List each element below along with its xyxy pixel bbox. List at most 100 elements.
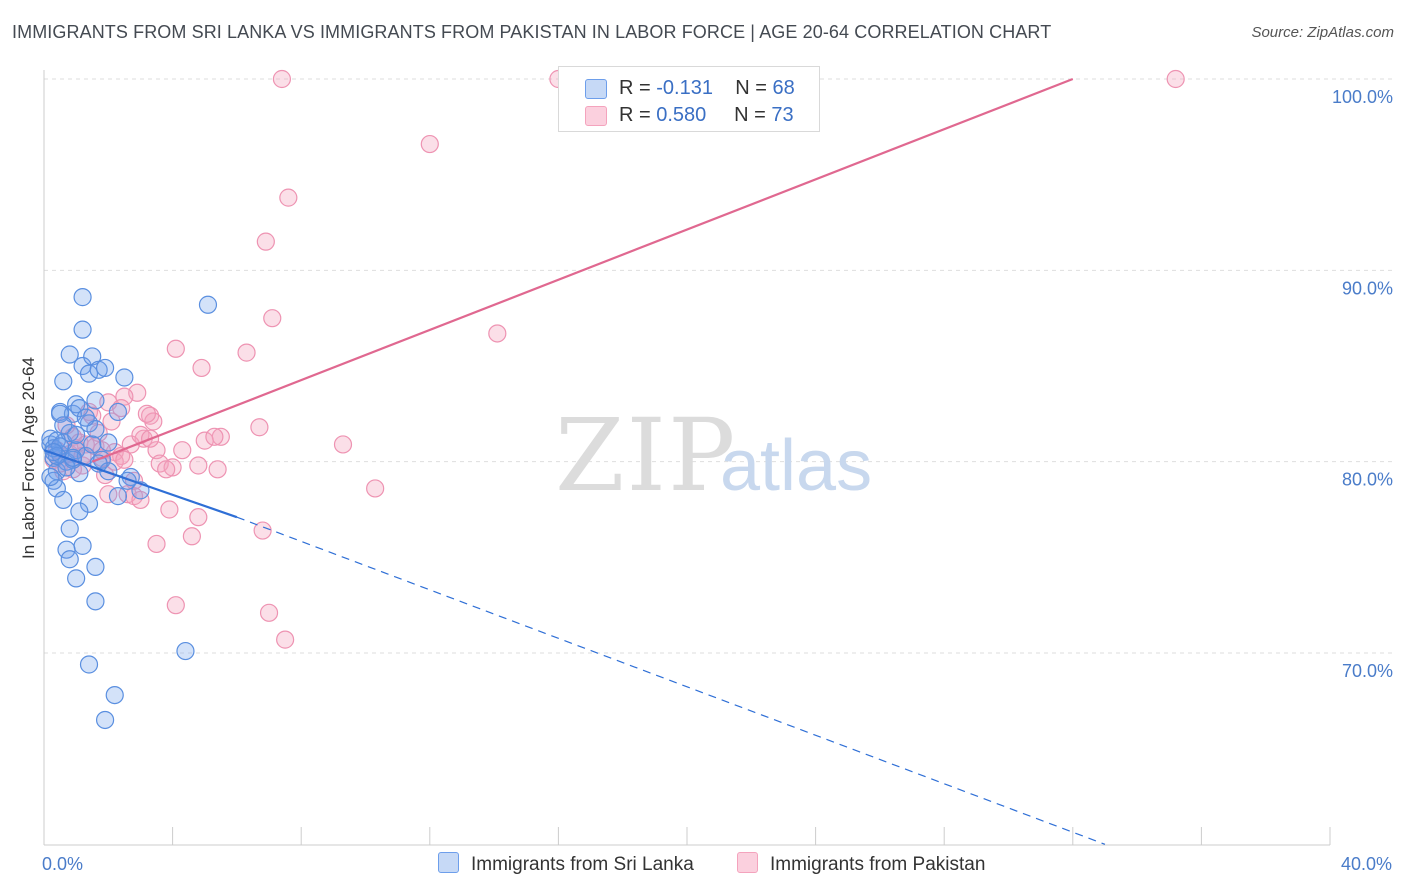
bottom-legend-swatch-sri-lanka xyxy=(438,852,459,873)
data-point-sri-lanka xyxy=(86,592,105,611)
data-point-pakistan xyxy=(208,460,227,479)
data-point-sri-lanka xyxy=(70,502,89,521)
data-point-sri-lanka xyxy=(79,655,99,674)
data-point-pakistan xyxy=(147,534,166,554)
axes xyxy=(43,70,1331,846)
data-point-pakistan xyxy=(160,500,179,519)
source-label: Source: ZipAtlas.com xyxy=(1251,24,1394,41)
data-point-pakistan xyxy=(166,596,185,615)
legend-stats-sri-lanka: R = -0.131 N = 68 xyxy=(619,77,795,100)
data-point-sri-lanka xyxy=(47,479,66,498)
trend-lines xyxy=(43,77,1106,845)
legend-n-label: N = xyxy=(735,77,767,99)
bottom-legend-pakistan: Immigrants from Pakistan xyxy=(737,852,985,876)
data-point-sri-lanka xyxy=(54,372,73,391)
data-point-sri-lanka xyxy=(60,519,79,538)
legend-r-label: R = xyxy=(619,77,651,99)
data-point-pakistan xyxy=(115,387,134,406)
data-point-pakistan xyxy=(157,460,176,479)
data-point-sri-lanka xyxy=(99,433,118,452)
x-tick-label-max: 40.0% xyxy=(1341,854,1392,874)
data-point-sri-lanka xyxy=(67,569,86,588)
data-point-pakistan xyxy=(195,431,214,450)
legend-stats-pakistan: R = 0.580 N = 73 xyxy=(619,104,794,127)
correlation-legend: R = -0.131 N = 68 R = 0.580 N = 73 xyxy=(558,66,820,132)
data-point-sri-lanka xyxy=(105,685,124,705)
data-point-sri-lanka xyxy=(89,360,108,379)
legend-n-value: 73 xyxy=(771,104,794,126)
series-sri-lanka xyxy=(41,288,218,730)
data-point-pakistan xyxy=(182,527,201,546)
data-point-pakistan xyxy=(259,603,279,622)
data-point-pakistan xyxy=(163,458,182,477)
data-point-pakistan xyxy=(237,343,256,362)
legend-n-label: N = xyxy=(734,104,766,126)
data-point-sri-lanka xyxy=(95,710,115,730)
data-point-pakistan xyxy=(333,435,353,454)
data-point-sri-lanka xyxy=(79,494,99,513)
data-point-sri-lanka xyxy=(83,435,102,454)
data-point-pakistan xyxy=(140,406,160,425)
legend-r-value: -0.131 xyxy=(656,77,713,99)
data-point-sri-lanka xyxy=(99,462,118,481)
legend-swatch-sri-lanka xyxy=(585,79,607,99)
data-point-sri-lanka xyxy=(47,431,66,450)
legend-n-value: 68 xyxy=(772,77,795,99)
data-point-sri-lanka xyxy=(86,557,105,577)
data-point-sri-lanka xyxy=(73,536,92,555)
data-point-pakistan xyxy=(205,427,224,446)
data-point-pakistan xyxy=(115,450,134,469)
data-point-sri-lanka xyxy=(54,490,73,510)
data-point-pakistan xyxy=(279,188,298,207)
y-tick-label: 80.0% xyxy=(1342,470,1393,490)
bottom-legend-label-sri-lanka: Immigrants from Sri Lanka xyxy=(471,854,694,875)
data-point-sri-lanka xyxy=(86,391,105,410)
series-pakistan xyxy=(44,69,1185,649)
data-point-sri-lanka xyxy=(108,487,128,506)
watermark: ZIP atlas xyxy=(555,397,872,514)
data-point-pakistan xyxy=(253,521,272,540)
y-axis-label: In Labor Force | Age 20-64 xyxy=(19,357,38,559)
data-point-pakistan xyxy=(420,134,439,154)
data-point-sri-lanka xyxy=(60,345,79,364)
trend-line-pakistan xyxy=(91,77,1074,463)
data-point-sri-lanka xyxy=(198,295,218,314)
legend-swatch-pakistan xyxy=(585,106,607,126)
data-point-sri-lanka xyxy=(41,467,60,487)
trend-line-sri-lanka xyxy=(43,449,238,519)
legend-r-value: 0.580 xyxy=(656,104,707,126)
data-point-pakistan xyxy=(102,412,121,431)
watermark-atlas: atlas xyxy=(720,426,872,506)
data-point-pakistan xyxy=(189,456,208,475)
data-point-sri-lanka xyxy=(118,471,137,490)
data-point-sri-lanka xyxy=(79,364,99,383)
watermark-zip: ZIP xyxy=(555,397,737,514)
data-point-pakistan xyxy=(131,490,150,510)
trend-line-sri-lanka-extension xyxy=(236,516,1106,845)
data-point-sri-lanka xyxy=(54,416,73,435)
data-point-pakistan xyxy=(366,479,385,498)
y-tick-labels: 70.0% 80.0% 90.0% 100.0% xyxy=(1332,87,1393,681)
grid-lines xyxy=(44,78,1393,654)
data-point-sri-lanka xyxy=(176,641,195,661)
chart-title: IMMIGRANTS FROM SRI LANKA VS IMMIGRANTS … xyxy=(12,22,1052,42)
bottom-legend-swatch-pakistan xyxy=(737,852,758,873)
data-point-pakistan xyxy=(189,508,208,527)
data-point-sri-lanka xyxy=(108,402,128,422)
data-point-sri-lanka xyxy=(50,404,70,423)
data-point-pakistan xyxy=(488,324,507,343)
data-point-pakistan xyxy=(272,69,292,89)
data-point-sri-lanka xyxy=(115,368,134,387)
data-point-pakistan xyxy=(1166,69,1185,89)
data-point-pakistan xyxy=(147,441,166,460)
data-point-sri-lanka xyxy=(57,540,76,559)
data-point-pakistan xyxy=(137,404,156,423)
data-point-sri-lanka xyxy=(67,425,86,444)
data-point-pakistan xyxy=(276,630,295,649)
data-point-pakistan xyxy=(166,339,185,358)
y-tick-label: 70.0% xyxy=(1342,661,1393,681)
data-point-sri-lanka xyxy=(44,443,63,462)
x-tick-label-min: 0.0% xyxy=(42,854,83,874)
data-point-sri-lanka xyxy=(70,398,89,418)
y-tick-label: 90.0% xyxy=(1342,278,1393,298)
